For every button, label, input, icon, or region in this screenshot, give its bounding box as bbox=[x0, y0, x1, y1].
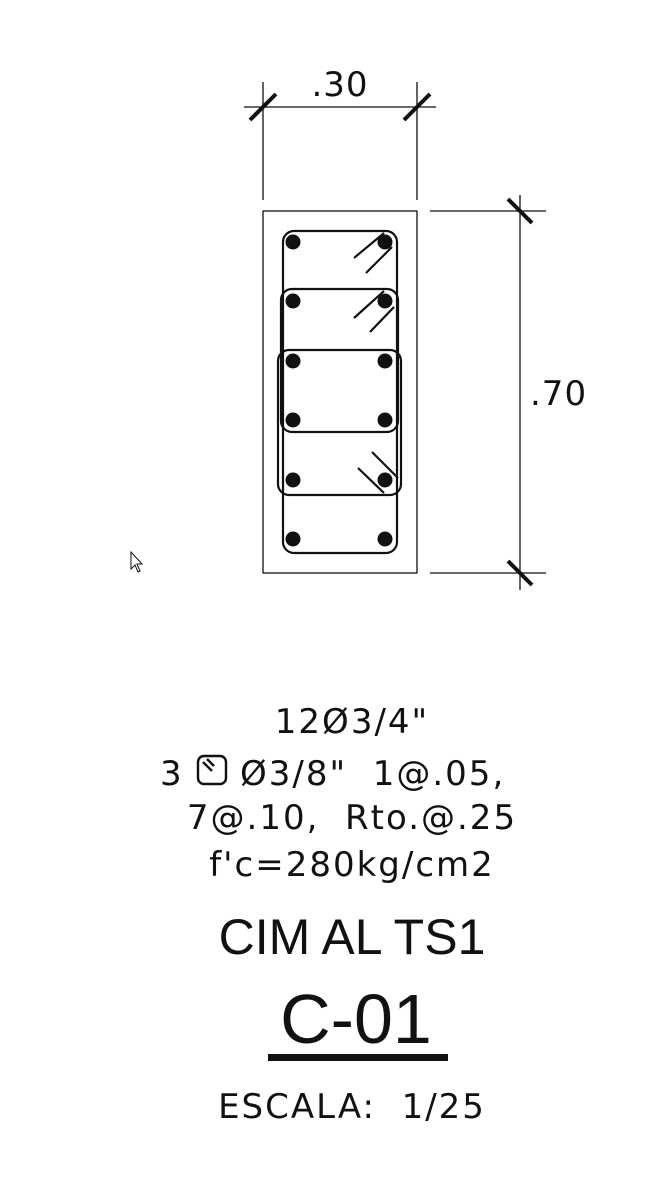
rebar bbox=[285, 353, 301, 369]
concrete-strength: f'c=280kg/cm2 bbox=[209, 845, 495, 885]
rebar bbox=[377, 472, 393, 488]
rebar bbox=[285, 293, 301, 309]
rebar bbox=[377, 412, 393, 428]
stirrup-lower bbox=[276, 348, 403, 497]
stirrup-upper bbox=[279, 287, 400, 434]
stirrup-spacing: 7@.10, Rto.@.25 bbox=[187, 798, 517, 838]
rebar bbox=[377, 293, 393, 309]
stirrup-symbol-icon bbox=[196, 754, 228, 786]
height-label: .70 bbox=[530, 374, 587, 414]
stirrup-outer bbox=[281, 229, 399, 555]
mouse-cursor-icon bbox=[130, 550, 144, 573]
width-label: .30 bbox=[311, 65, 368, 105]
scale-label: ESCALA: 1/25 bbox=[218, 1087, 486, 1127]
rebar bbox=[285, 234, 301, 250]
rebar bbox=[285, 531, 301, 547]
height-dimension: .70 bbox=[430, 195, 587, 590]
rebar bbox=[377, 234, 393, 250]
rebar bbox=[377, 531, 393, 547]
main-bars-spec: 12Ø3/4" bbox=[275, 702, 429, 742]
rebar bbox=[377, 353, 393, 369]
rebar bbox=[285, 412, 301, 428]
stirrups bbox=[276, 229, 403, 555]
stirrup-qty: 3 bbox=[160, 754, 184, 794]
column-outline bbox=[262, 210, 418, 574]
rebars bbox=[285, 234, 393, 547]
code-underline bbox=[268, 1054, 448, 1061]
width-dimension: .30 bbox=[244, 65, 436, 200]
stirrup-spec: Ø3/8" 1@.05, bbox=[240, 754, 505, 794]
section-code: C-01 bbox=[280, 980, 432, 1058]
section-title: CIM AL TS1 bbox=[219, 909, 486, 965]
rebar bbox=[285, 472, 301, 488]
